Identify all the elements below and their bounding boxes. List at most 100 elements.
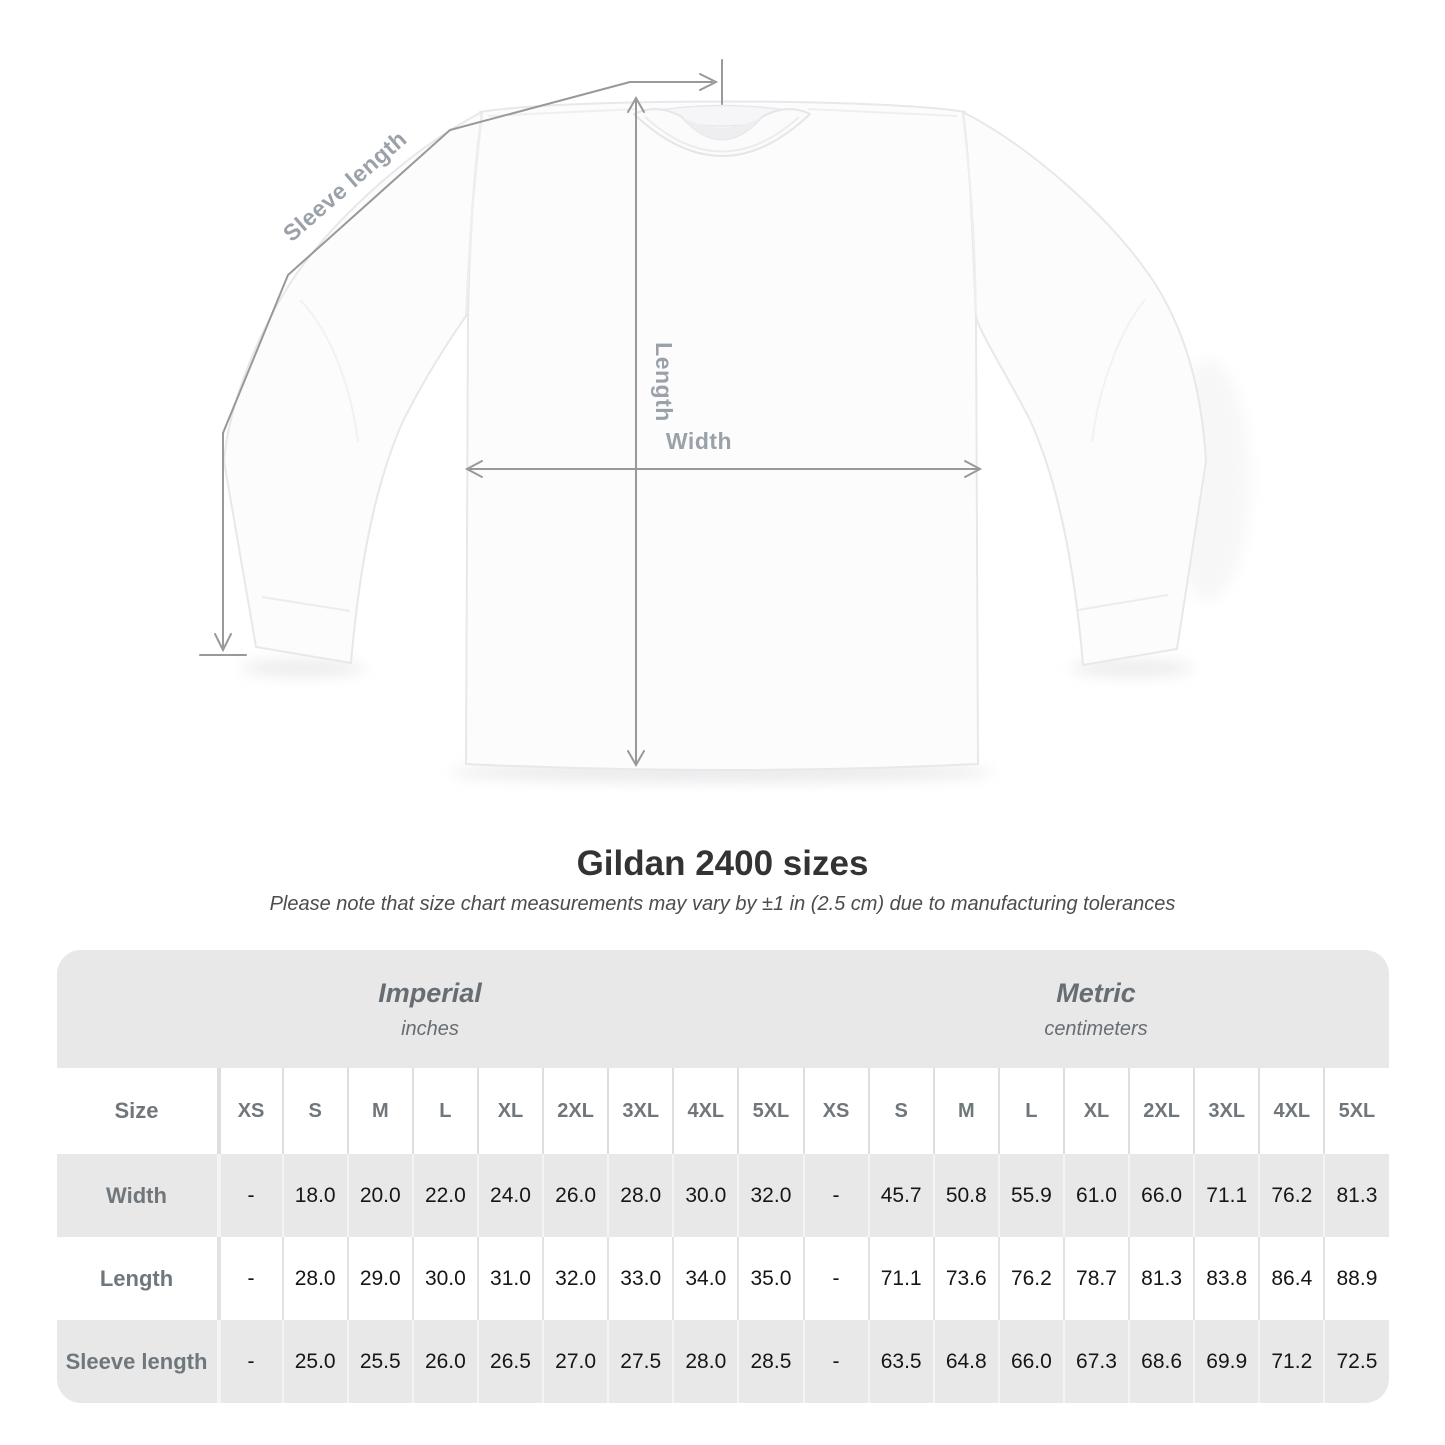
- right-armhole-seam: [962, 115, 977, 315]
- table-row: Width -18.0 20.0 22.0 24.0 26.0 28.0 30.0 32.0-4…: [56, 1154, 1389, 1237]
- size-corner-label: Size: [114, 1098, 159, 1123]
- imperial-value-cell: 32.0: [542, 1237, 607, 1320]
- metric-value-cell: 72.5: [1323, 1320, 1388, 1403]
- size-header-cell: XS: [802, 1068, 868, 1154]
- left-armhole-seam: [465, 115, 483, 315]
- imperial-value-cell: 18.0: [281, 1154, 347, 1237]
- metric-value-cell: 83.8: [1193, 1237, 1258, 1320]
- metric-value-cell: 76.2: [997, 1237, 1063, 1320]
- size-header-cell: S: [281, 1068, 347, 1154]
- imperial-value-cell: 28.5: [737, 1320, 802, 1403]
- imperial-value-cell: 25.0: [281, 1320, 347, 1403]
- imperial-value-cell: -: [216, 1237, 282, 1320]
- size-header-cell: XL: [476, 1068, 542, 1154]
- right-shoulder-seam: [807, 108, 958, 117]
- imperial-value-cell: 27.0: [542, 1320, 607, 1403]
- right-sleeve-crease: [1091, 299, 1146, 443]
- size-header-cell: 5XL: [737, 1068, 802, 1154]
- imperial-value-cell: 29.0: [346, 1237, 412, 1320]
- size-header-cell: 2XL: [542, 1068, 607, 1154]
- metric-value-cell: 71.1: [867, 1237, 933, 1320]
- table-header-row: Size XS S M L XL 2XL 3XL 4XL 5XL XS S M L XL 2XL 3XL 4XL 5…: [56, 1068, 1389, 1154]
- imperial-value-cell: 26.0: [411, 1320, 477, 1403]
- imperial-value-cell: 27.5: [607, 1320, 672, 1403]
- metric-value-cell: 81.3: [1128, 1237, 1193, 1320]
- row-label-cell: Sleeve length: [65, 1348, 208, 1374]
- metric-value-cell: -: [802, 1154, 868, 1237]
- metric-section-header: Metric centimeters: [804, 950, 1389, 1068]
- table-row: Length -28.0 29.0 30.0 31.0 32.0 33.0 34.0 35.0-…: [56, 1237, 1389, 1320]
- page-title: Gildan 2400 sizes: [576, 844, 869, 883]
- metric-value-cell: 76.2: [1258, 1154, 1323, 1237]
- imperial-value-cell: 31.0: [476, 1237, 542, 1320]
- size-header-cell: L: [411, 1068, 477, 1154]
- imperial-value-cell: 32.0: [737, 1154, 802, 1237]
- imperial-value-cell: -: [216, 1320, 282, 1403]
- right-cuff-seam: [1077, 594, 1169, 611]
- measurement-lines: [199, 59, 983, 768]
- shirt-diagram-svg: Sleeve length Length Width: [199, 59, 1250, 782]
- metric-value-cell: 66.0: [997, 1320, 1063, 1403]
- metric-value-cell: 55.9: [997, 1154, 1063, 1237]
- size-header-cell: 3XL: [1193, 1068, 1258, 1154]
- metric-value-cell: 71.2: [1258, 1320, 1323, 1403]
- imperial-value-cell: 30.0: [411, 1237, 477, 1320]
- size-header-cell: 3XL: [607, 1068, 672, 1154]
- imperial-label: Imperial: [378, 977, 482, 1008]
- collar-stitch: [644, 116, 800, 153]
- imperial-value-cell: 33.0: [607, 1237, 672, 1320]
- metric-value-cell: 81.3: [1323, 1154, 1388, 1237]
- length-label: Length: [651, 342, 677, 422]
- collar-inner-shadow: [682, 117, 762, 140]
- metric-value-cell: 88.9: [1323, 1237, 1388, 1320]
- size-header-cell: XS: [216, 1068, 282, 1154]
- imperial-value-cell: 35.0: [737, 1237, 802, 1320]
- metric-value-cell: 50.8: [932, 1154, 998, 1237]
- size-header-cell: 2XL: [1128, 1068, 1193, 1154]
- metric-value-cell: -: [802, 1237, 868, 1320]
- row-label-cell: Width: [106, 1182, 167, 1208]
- left-shoulder-seam: [487, 108, 637, 117]
- size-header-cell: 5XL: [1323, 1068, 1388, 1154]
- left-cuff-seam: [261, 596, 351, 612]
- metric-value-cell: 68.6: [1128, 1320, 1193, 1403]
- table-row: Sleeve length -25.0 25.5 26.0 26.5 27.0 27.5 28…: [56, 1320, 1389, 1403]
- imperial-value-cell: 20.0: [346, 1154, 412, 1237]
- imperial-value-cell: 28.0: [672, 1320, 737, 1403]
- size-header-cell: L: [997, 1068, 1063, 1154]
- imperial-value-cell: 22.0: [411, 1154, 477, 1237]
- shirt-illustration: [223, 100, 1207, 771]
- shirt-right-sleeve: [962, 111, 1207, 666]
- metric-value-cell: 45.7: [867, 1154, 933, 1237]
- imperial-value-cell: -: [216, 1154, 282, 1237]
- imperial-value-cell: 30.0: [672, 1154, 737, 1237]
- imperial-value-cell: 26.5: [476, 1320, 542, 1403]
- metric-value-cell: 73.6: [932, 1237, 998, 1320]
- metric-value-cell: 66.0: [1128, 1154, 1193, 1237]
- imperial-value-cell: 24.0: [476, 1154, 542, 1237]
- size-header-cell: M: [346, 1068, 412, 1154]
- size-header-cell: 4XL: [672, 1068, 737, 1154]
- imperial-value-cell: 28.0: [607, 1154, 672, 1237]
- width-measure: [464, 460, 983, 478]
- shirt-body: [465, 100, 979, 771]
- left-sleeve-crease: [299, 299, 359, 443]
- imperial-value-cell: 25.5: [346, 1320, 412, 1403]
- metric-value-cell: 78.7: [1062, 1237, 1128, 1320]
- size-header-cell: S: [867, 1068, 933, 1154]
- metric-label: Metric: [1056, 977, 1136, 1008]
- collar-front-band: [633, 108, 811, 157]
- metric-value-cell: 71.1: [1193, 1154, 1258, 1237]
- size-header-cell: M: [932, 1068, 998, 1154]
- metric-value-cell: 86.4: [1258, 1237, 1323, 1320]
- imperial-section-header: Imperial inches: [57, 950, 804, 1068]
- size-table-body: Size XS S M L XL 2XL 3XL 4XL 5XL XS S M L XL 2XL 3XL 4XL 5…: [56, 1068, 1389, 1403]
- metric-value-cell: 64.8: [932, 1320, 998, 1403]
- row-label-cell: Length: [99, 1265, 174, 1291]
- width-label: Width: [666, 428, 732, 454]
- imperial-unit-label: inches: [401, 1017, 459, 1040]
- metric-value-cell: 61.0: [1062, 1154, 1128, 1237]
- shirt-measurement-diagram: Sleeve length Length Width: [199, 59, 1250, 782]
- metric-value-cell: 67.3: [1062, 1320, 1128, 1403]
